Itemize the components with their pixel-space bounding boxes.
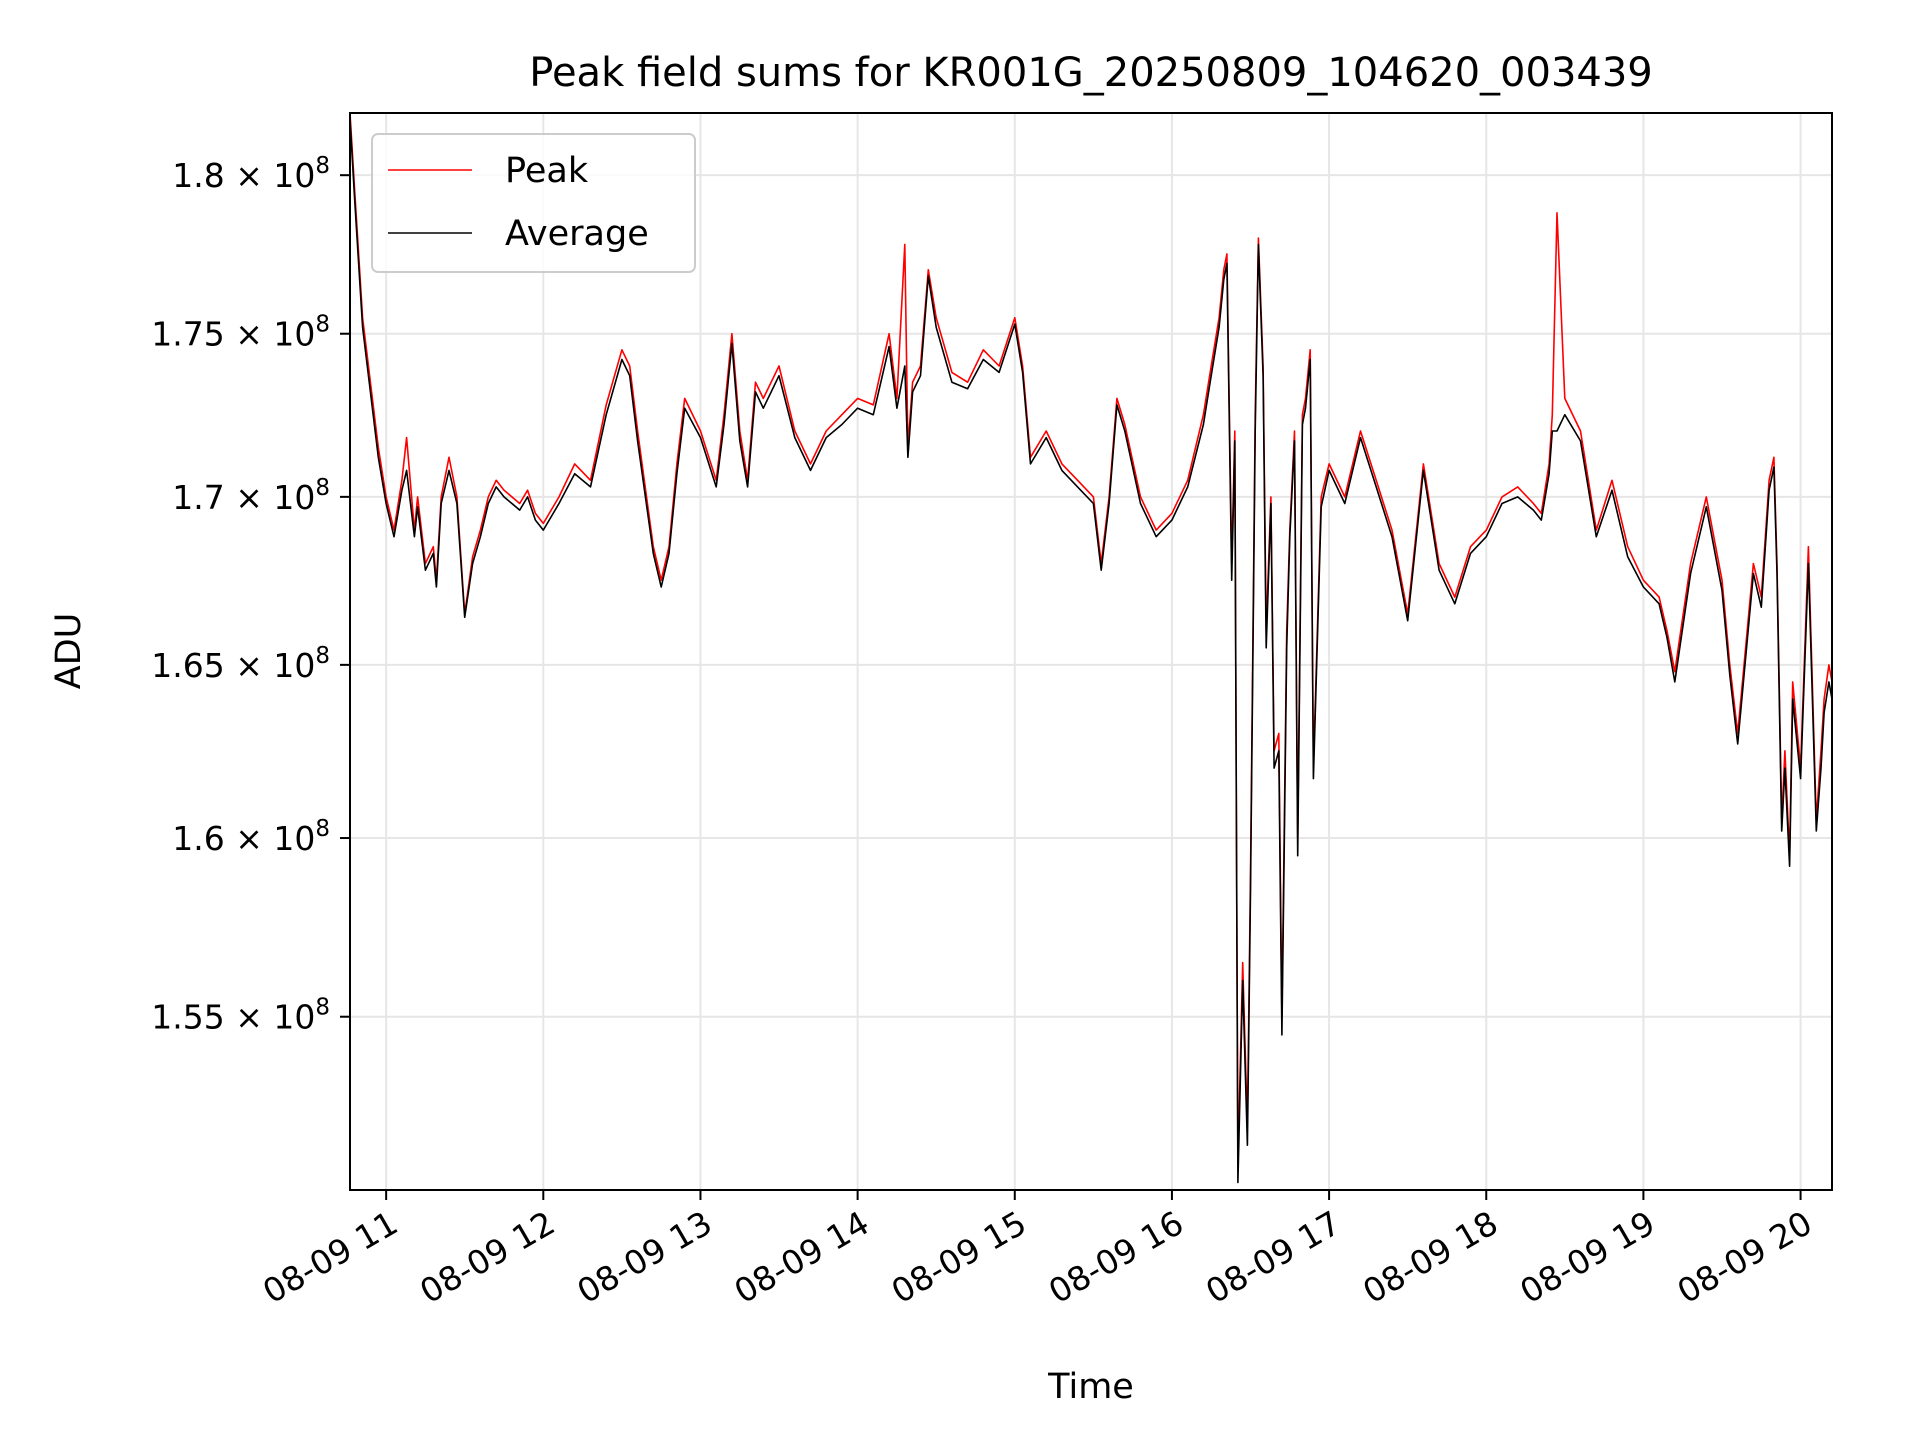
legend-label-peak: Peak — [505, 151, 589, 191]
legend: Peak Average — [371, 133, 696, 273]
y-axis-label: ADU — [49, 613, 89, 690]
series-line-peak — [350, 113, 1832, 1165]
y-tick-label: 1.65 × 108 — [151, 643, 330, 685]
series-line-average — [350, 119, 1832, 1184]
plot-area — [350, 113, 1832, 1184]
series-layer — [350, 113, 1832, 1184]
y-tick-label: 1.7 × 108 — [172, 475, 330, 517]
legend-box — [371, 133, 696, 273]
y-tick-label: 1.6 × 108 — [172, 816, 330, 858]
y-tick-label: 1.75 × 108 — [151, 312, 330, 354]
grid — [350, 113, 1832, 1190]
chart-title: Peak field sums for KR001G_20250809_1046… — [529, 50, 1653, 96]
y-tick-label: 1.8 × 108 — [172, 153, 330, 195]
y-tick-label: 1.55 × 108 — [151, 995, 330, 1037]
legend-label-average: Average — [505, 214, 649, 254]
x-axis-label: Time — [1047, 1367, 1134, 1407]
plot-frame — [349, 112, 1833, 1191]
y-axis: 1.55 × 108 1.6 × 108 1.65 × 108 1.7 × 108 1.… — [151, 153, 350, 1037]
